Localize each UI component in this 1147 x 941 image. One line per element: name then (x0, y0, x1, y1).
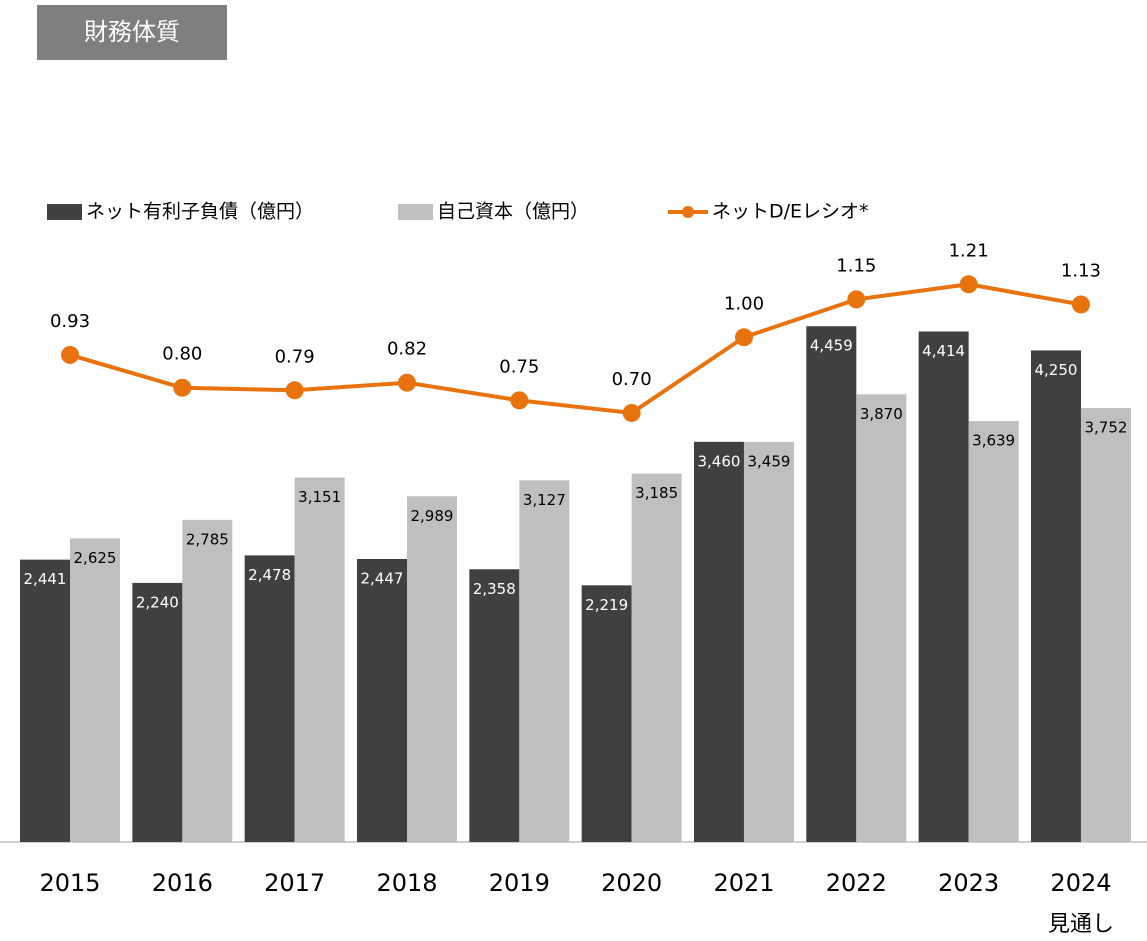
line-point (173, 378, 192, 397)
line-point (61, 345, 79, 364)
line-point (622, 403, 641, 422)
data-label: 1.13 (1061, 260, 1101, 281)
data-label: 2,219 (585, 596, 628, 614)
bar (693, 441, 744, 842)
title-box (37, 5, 227, 60)
data-label: 0.82 (387, 339, 427, 360)
line-point (510, 391, 529, 410)
bar (132, 582, 183, 842)
data-label: 1.00 (724, 293, 764, 314)
data-label: 3,870 (860, 405, 903, 423)
x-tick-label: 2016 (152, 869, 213, 897)
bar (968, 421, 1019, 842)
line-point (285, 381, 304, 400)
data-label: 2,447 (361, 569, 404, 587)
data-label: 3,185 (635, 484, 678, 502)
x-tick-label: 2018 (376, 869, 437, 897)
data-label: 0.93 (50, 311, 90, 332)
chart-title: 財務体質 (84, 18, 180, 46)
data-label: 3,127 (523, 491, 566, 509)
data-label: 2,478 (248, 566, 291, 584)
data-label: 1.15 (836, 255, 876, 276)
line-point (847, 290, 866, 309)
x-tick-label: 2017 (264, 869, 325, 897)
bar (469, 569, 520, 842)
data-label: 4,459 (810, 337, 853, 355)
data-label: 3,460 (698, 452, 741, 470)
data-label: 3,752 (1084, 419, 1127, 437)
bar (519, 480, 570, 842)
bar (581, 585, 632, 842)
line (69, 282, 1082, 416)
data-label: 0.70 (612, 369, 652, 390)
bar (244, 555, 295, 842)
data-label: 3,459 (748, 452, 791, 470)
data-label: 2,441 (24, 570, 67, 588)
x-tick-label: 2024 (1050, 869, 1111, 897)
bar (856, 394, 907, 842)
x-tick-label: 2015 (39, 869, 100, 897)
line-point (959, 275, 978, 294)
bar (294, 477, 345, 842)
bar (1080, 408, 1131, 842)
x-tick-label: 2019 (489, 869, 550, 897)
x-tick-label: 2021 (713, 869, 774, 897)
bar (182, 519, 233, 842)
legend-swatch (398, 204, 433, 220)
data-label: 2,358 (473, 580, 516, 598)
data-label: 2,785 (186, 530, 229, 548)
bar (631, 473, 682, 842)
legend-swatch (47, 204, 82, 220)
bar (806, 326, 857, 843)
bar (743, 441, 794, 842)
bar (1030, 350, 1081, 842)
legend-swatch (682, 206, 694, 218)
bar (918, 331, 969, 842)
data-label: 0.80 (162, 344, 202, 365)
bar (406, 496, 457, 842)
legend-label: 自己資本（億円） (437, 201, 589, 223)
legend-label: ネット有利子負債（億円） (86, 201, 314, 223)
data-label: 2,989 (411, 507, 454, 525)
x-tick-label: 2020 (601, 869, 662, 897)
x-tick-label: 2023 (938, 869, 999, 897)
bar (70, 538, 120, 842)
data-label: 2,240 (136, 593, 179, 611)
line-point (734, 328, 753, 347)
bar (20, 559, 70, 842)
data-label: 0.79 (275, 346, 315, 367)
data-label: 1.21 (949, 240, 989, 261)
legend-label: ネットD/Eレシオ* (712, 201, 869, 223)
x-tick-label: 2022 (826, 869, 887, 897)
line-point (1071, 295, 1090, 314)
x-tick-note: 見通し (1048, 912, 1114, 937)
data-label: 3,151 (298, 488, 341, 506)
data-label: 4,250 (1034, 361, 1077, 379)
data-label: 0.75 (499, 356, 539, 377)
line-point (397, 373, 416, 392)
data-label: 3,639 (972, 432, 1015, 450)
data-label: 4,414 (922, 342, 965, 360)
data-label: 2,625 (74, 549, 117, 567)
bar (356, 558, 407, 842)
